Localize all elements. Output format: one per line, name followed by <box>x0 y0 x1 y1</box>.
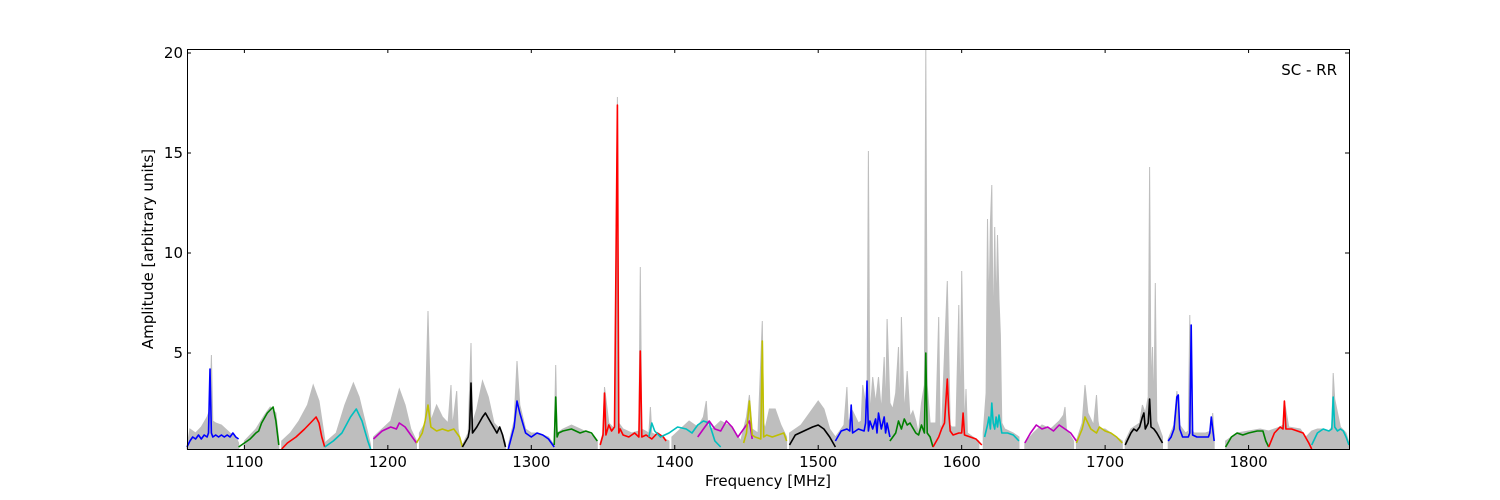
series-line-6 <box>461 382 507 448</box>
background-envelope-18 <box>1124 166 1163 450</box>
x-tick-label: 1500 <box>799 453 837 471</box>
series-line-7 <box>507 400 555 450</box>
x-tick-label: 1400 <box>656 453 694 471</box>
background-envelope-4 <box>373 387 417 450</box>
background-envelope-15 <box>982 184 1020 450</box>
series-line-9 <box>599 104 667 446</box>
series-line-19 <box>1075 416 1123 444</box>
series-line-15 <box>889 352 934 448</box>
series-line-2 <box>281 416 326 450</box>
series-line-23 <box>1267 400 1313 450</box>
x-tick-label: 1300 <box>512 453 550 471</box>
x-tick-label: 1600 <box>943 453 981 471</box>
x-tick-label: 1700 <box>1086 453 1124 471</box>
x-tick-label: 1200 <box>369 453 407 471</box>
background-envelope-1 <box>243 406 280 450</box>
x-tick-label: 1800 <box>1229 453 1267 471</box>
x-axis-ticks: 1100 1200 1300 1400 1500 1600 1700 1800 <box>225 49 1268 471</box>
series-line-1 <box>238 406 280 448</box>
series-line-12 <box>742 340 788 444</box>
series-line-0 <box>186 368 240 448</box>
series-line-18 <box>1024 424 1078 444</box>
series-line-24 <box>1310 396 1350 446</box>
y-tick-label: 15 <box>164 144 183 162</box>
background-envelope-0 <box>186 354 240 450</box>
series-line-22 <box>1224 430 1270 448</box>
y-tick-label: 20 <box>164 44 183 62</box>
x-axis-label: Frequency [MHz] <box>705 472 831 490</box>
series-line-8 <box>553 396 598 446</box>
series-line-14 <box>834 380 891 442</box>
x-tick-label: 1100 <box>225 453 263 471</box>
series-line-11 <box>697 420 753 440</box>
series-layer <box>186 104 1350 450</box>
series-line-3 <box>324 408 372 450</box>
background-envelope-13 <box>834 150 920 450</box>
series-line-20 <box>1124 398 1164 446</box>
series-line-21 <box>1167 324 1215 442</box>
series-line-17 <box>983 402 1020 442</box>
y-tick-label: 5 <box>173 344 183 362</box>
panel-annotation: SC - RR <box>1281 61 1337 79</box>
y-axis-label: Amplitude [arbitrary units] <box>139 149 157 349</box>
series-line-13 <box>788 424 837 448</box>
y-axis-ticks: 5 10 15 20 <box>164 44 1349 362</box>
series-line-16 <box>932 378 983 448</box>
series-line-4 <box>372 422 418 444</box>
y-tick-label: 10 <box>164 244 183 262</box>
background-envelope-16 <box>1024 406 1075 450</box>
series-line-10 <box>648 420 722 448</box>
series-line-5 <box>415 404 464 448</box>
plot-frame <box>187 49 1350 450</box>
background-envelope-8 <box>553 364 598 450</box>
